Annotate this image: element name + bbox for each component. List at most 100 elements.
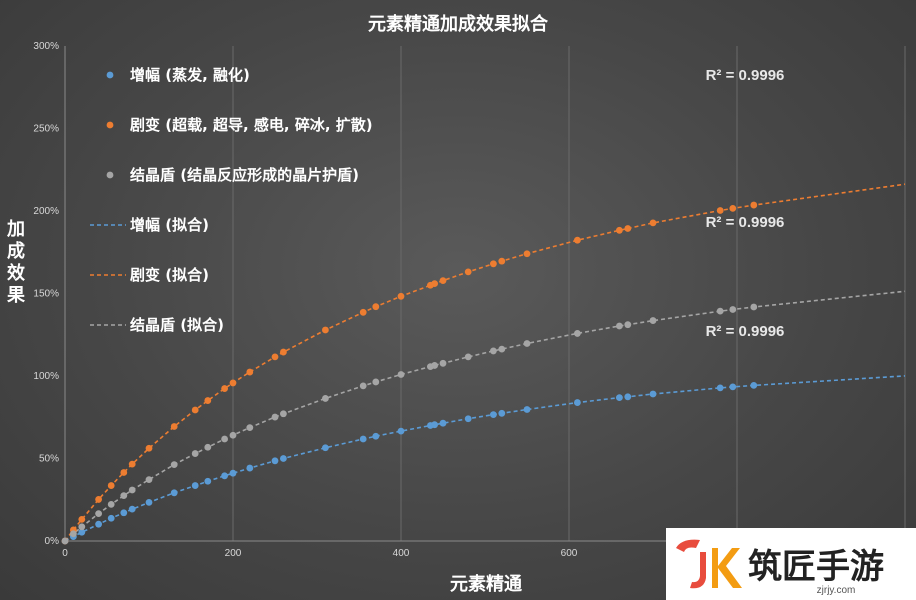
data-point — [490, 411, 497, 419]
data-point — [107, 500, 115, 508]
data-point — [439, 359, 447, 367]
data-point — [145, 498, 153, 506]
data-point — [397, 292, 405, 300]
legend-marker — [106, 171, 114, 179]
x-tick-label: 400 — [393, 548, 410, 559]
legend-marker — [106, 121, 114, 129]
legend-label: 结晶盾 (拟合) — [130, 316, 224, 334]
data-point — [616, 226, 623, 234]
data-point — [128, 486, 136, 494]
data-point — [616, 394, 623, 402]
data-point — [574, 399, 581, 406]
data-point — [204, 397, 212, 404]
data-point — [397, 371, 405, 378]
y-tick-label: 0% — [45, 536, 60, 547]
data-point — [523, 340, 531, 347]
x-axis-title: 元素精通 — [450, 573, 522, 595]
legend-label: 剧变 (超载, 超导, 感电, 碎冰, 扩散) — [130, 116, 373, 134]
legend-label: 剧变 (拟合) — [130, 266, 209, 284]
y-tick-label: 50% — [39, 454, 59, 465]
legend-label: 增幅 (蒸发, 融化) — [130, 66, 250, 84]
data-point — [574, 330, 581, 337]
r-squared-label: R² = 0.9996 — [706, 67, 785, 84]
data-point — [246, 464, 254, 472]
data-point — [271, 457, 279, 465]
data-point — [372, 378, 380, 386]
data-point — [78, 528, 86, 536]
data-point — [204, 477, 212, 485]
data-point — [229, 379, 237, 387]
data-point — [716, 307, 724, 315]
data-point — [490, 347, 497, 355]
data-point — [750, 303, 758, 311]
data-point — [229, 431, 237, 439]
watermark-url: zjrjy.com — [817, 585, 856, 596]
data-point — [464, 353, 472, 361]
data-point — [523, 406, 531, 413]
data-point — [107, 514, 115, 522]
data-point — [397, 427, 405, 435]
data-point — [221, 385, 229, 392]
data-point — [750, 382, 758, 389]
data-point — [191, 406, 199, 414]
data-point — [439, 419, 447, 427]
y-axis-title: 加成效果 — [6, 219, 26, 306]
data-point — [359, 382, 367, 390]
data-point — [490, 260, 497, 268]
data-point — [464, 268, 472, 276]
r-squared-label: R² = 0.9996 — [706, 214, 785, 231]
fit-lines — [64, 183, 906, 542]
data-point — [191, 450, 199, 457]
data-point — [649, 219, 657, 227]
legend-label: 结晶盾 (结晶反应形成的晶片护盾) — [130, 166, 359, 184]
data-point — [271, 353, 279, 361]
y-tick-label: 150% — [33, 289, 59, 300]
data-point — [170, 489, 178, 497]
data-point — [246, 368, 254, 376]
data-point — [120, 509, 128, 517]
data-point — [170, 423, 178, 430]
watermark: 筑匠手游 zjrjy.com — [666, 528, 916, 600]
x-tick-label: 200 — [225, 548, 242, 559]
legend: 增幅 (蒸发, 融化) 剧变 (超载, 超导, 感电, 碎冰, 扩散) 结晶盾 (结… — [90, 66, 373, 334]
data-point — [624, 225, 632, 232]
data-point — [750, 201, 758, 209]
data-point — [128, 505, 136, 513]
data-point — [120, 492, 128, 500]
data-point — [322, 444, 329, 452]
data-point — [145, 444, 153, 452]
data-point — [616, 322, 623, 330]
data-point — [523, 250, 531, 258]
data-point — [280, 348, 287, 356]
data-point — [729, 383, 737, 391]
y-tick-label: 250% — [33, 124, 59, 135]
data-point — [439, 277, 447, 285]
data-point — [78, 515, 86, 523]
data-point — [221, 472, 229, 480]
legend-label: 增幅 (拟合) — [130, 216, 209, 234]
data-point — [729, 204, 737, 212]
data-point — [70, 530, 77, 538]
data-point — [716, 207, 724, 214]
x-tick-label: 600 — [561, 548, 578, 559]
data-point — [107, 482, 115, 489]
data-point — [431, 280, 438, 287]
data-point — [78, 523, 86, 531]
data-point — [170, 461, 178, 469]
data-point — [322, 326, 329, 334]
data-point — [649, 317, 657, 324]
data-point — [145, 476, 153, 484]
data-point — [372, 432, 380, 440]
data-point — [221, 435, 229, 443]
y-tick-label: 100% — [33, 371, 59, 382]
data-point — [95, 510, 102, 518]
x-tick-label: 0 — [62, 548, 68, 559]
watermark-brand: 筑匠手游 — [748, 547, 884, 587]
grid — [232, 46, 906, 541]
data-point — [359, 308, 367, 316]
data-point — [61, 537, 69, 545]
data-points — [61, 201, 758, 545]
data-point — [624, 321, 632, 329]
r-squared-label: R² = 0.9996 — [706, 323, 785, 340]
